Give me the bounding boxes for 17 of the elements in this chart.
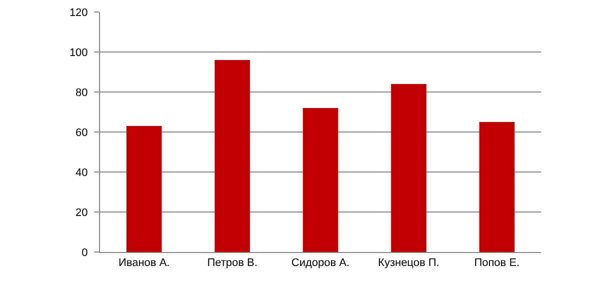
x-tick-label: Петров В. xyxy=(207,257,258,270)
x-tick-label: Иванов А. xyxy=(118,257,170,270)
y-tick-label: 120 xyxy=(69,6,88,19)
bar xyxy=(214,60,250,252)
bar xyxy=(302,108,338,252)
y-tick-label: 0 xyxy=(82,246,88,259)
x-tick-label: Сидоров А. xyxy=(291,257,350,270)
bar xyxy=(126,126,162,252)
y-tick-label: 20 xyxy=(76,206,88,219)
x-tick-label: Кузнецов П. xyxy=(378,257,440,270)
y-tick-label: 100 xyxy=(69,46,88,59)
y-tick-label: 80 xyxy=(76,86,88,99)
y-tick-label: 40 xyxy=(76,166,88,179)
x-tick-label: Попов Е. xyxy=(474,257,520,270)
bar xyxy=(391,84,426,252)
y-tick-label: 60 xyxy=(76,126,88,139)
bar xyxy=(479,122,515,252)
